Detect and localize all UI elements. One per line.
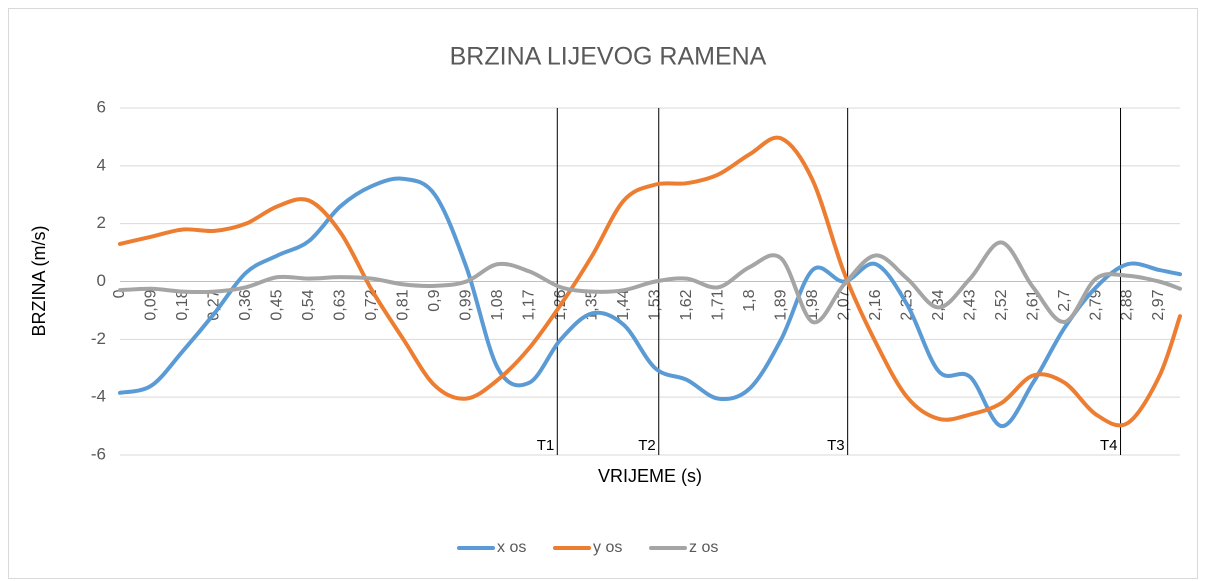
x-tick-label: 1,89 [772,289,789,320]
x-tick-label: 1,53 [646,289,663,320]
x-tick-label: 1,62 [678,289,695,320]
y-tick-label: 4 [97,155,106,174]
x-axis-title: VRIJEME (s) [598,466,702,486]
x-tick-label: 1,8 [741,289,758,311]
y-tick-label: -4 [91,387,106,406]
legend-label: y os [593,539,622,556]
x-tick-label: 0,27 [206,289,223,320]
x-tick-label: 2,52 [993,289,1010,320]
x-tick-label: 0,9 [426,289,443,311]
x-tick-label: 1,98 [804,289,821,320]
y-axis-title: BRZINA (m/s) [29,226,49,337]
x-tick-label: 1,17 [521,289,538,320]
x-tick-label: 0,18 [174,289,191,320]
x-tick-label: 2,34 [930,289,947,320]
series-line [118,135,1182,428]
x-tick-label: 0,54 [300,289,317,320]
x-tick-label: 2,43 [961,289,978,320]
chart-title: BRZINA LIJEVOG RAMENA [450,43,767,71]
x-tick-label: 0,72 [363,289,380,320]
y-tick-label: -6 [91,444,106,463]
x-tick-label: 2,61 [1024,289,1041,320]
x-tick-label: 0,99 [458,289,475,320]
y-tick-label: 0 [97,271,106,290]
y-tick-label: 6 [97,97,106,116]
x-tick-label: 1,08 [489,289,506,320]
x-tick-label: 2,97 [1150,289,1167,320]
series-line [118,176,1182,429]
x-tick-label: 0,63 [332,289,349,320]
x-tick-label: 0,36 [237,289,254,320]
marker-label: T4 [1100,437,1118,454]
x-tick-label: 0,81 [395,289,412,320]
marker-label: T2 [638,437,656,454]
legend-label: x os [497,539,526,556]
series-line [118,240,1182,325]
x-tick-label: 0 [111,289,128,298]
x-tick-label: 2,16 [867,289,884,320]
x-tick-label: 2,7 [1056,289,1073,311]
y-tick-label: 2 [97,213,106,232]
legend-label: z os [689,539,718,556]
x-tick-label: 0,09 [143,289,160,320]
marker-label: T1 [537,437,555,454]
x-tick-label: 2,79 [1087,289,1104,320]
y-tick-label: -2 [91,329,106,348]
x-tick-label: 1,71 [709,289,726,320]
marker-label: T3 [827,437,845,454]
x-tick-label: 2,88 [1119,289,1136,320]
x-tick-label: 0,45 [269,289,286,320]
x-tick-label: 1,44 [615,289,632,320]
